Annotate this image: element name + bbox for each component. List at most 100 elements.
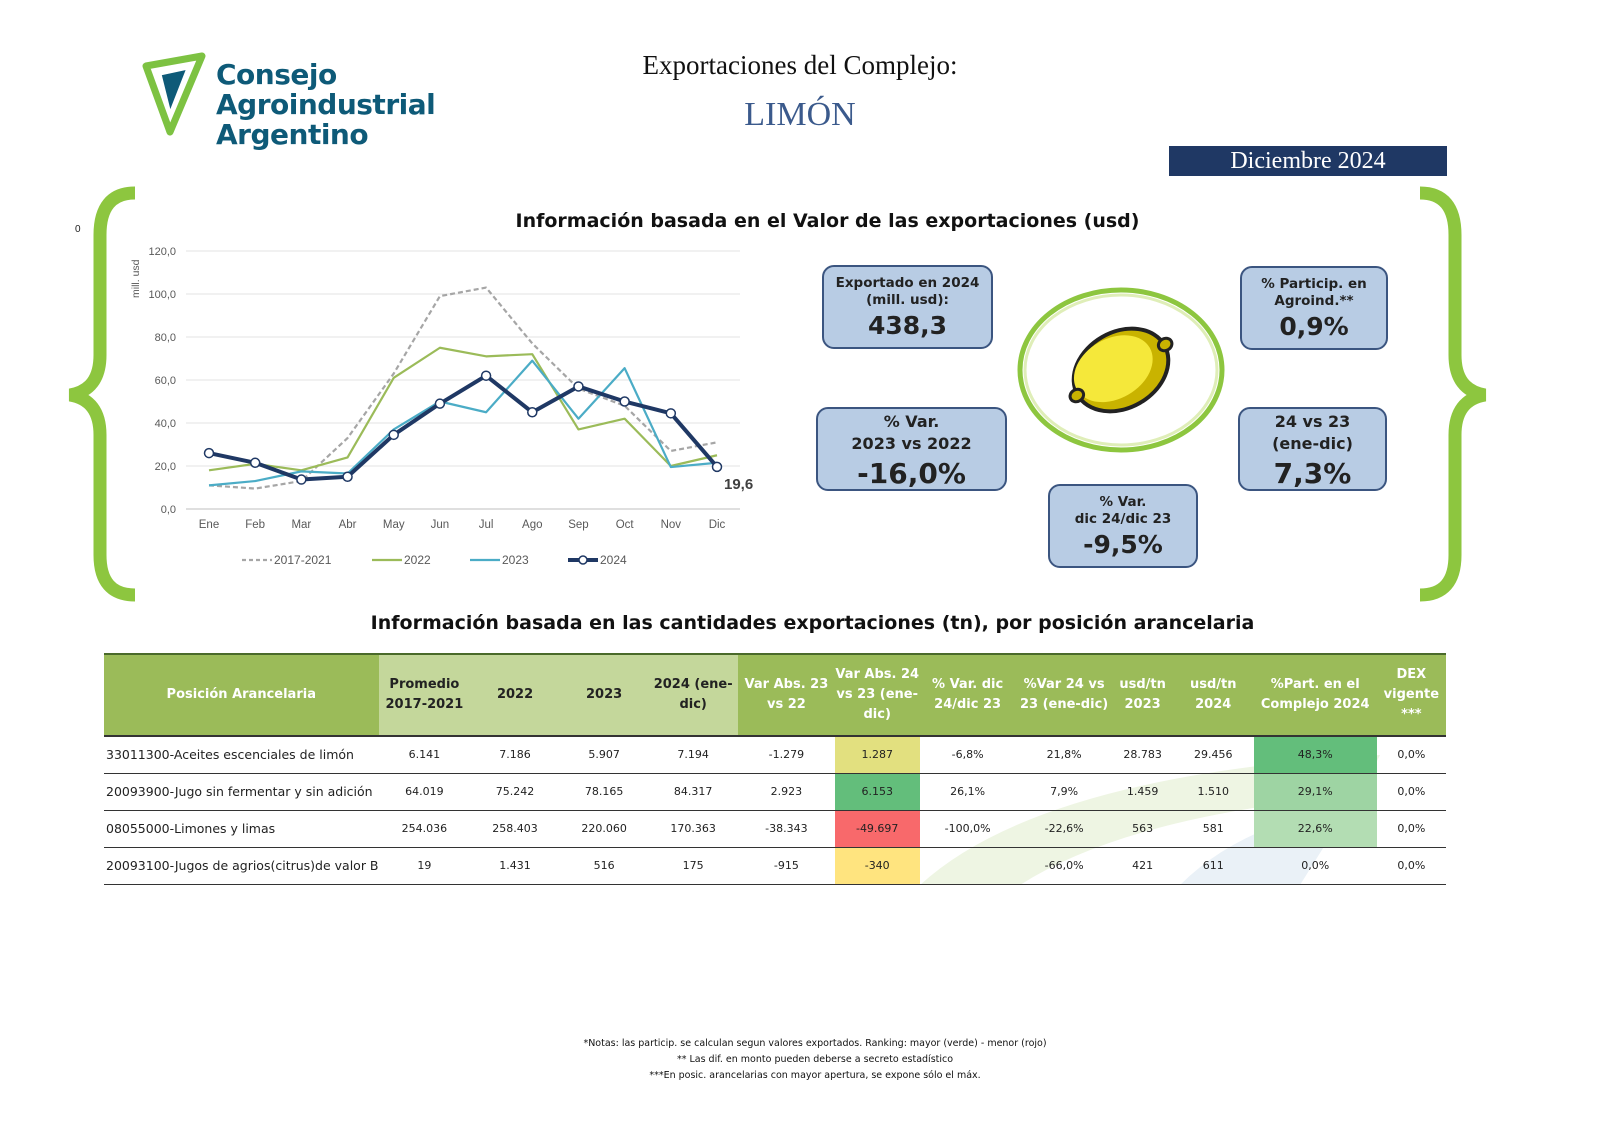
kpi-var-2023-2022: % Var. 2023 vs 2022 -16,0% [816,407,1007,491]
data-point [342,471,353,482]
column-header: usd/tn 2024 [1172,653,1254,737]
table-cell: -100,0% [919,810,1016,848]
period-badge: Diciembre 2024 [1169,146,1447,176]
logo-line: Agroindustrial [216,88,436,121]
kpi-var-24-23: 24 vs 23 (ene-dic) 7,3% [1238,407,1387,491]
table-cell: 6.141 [378,736,471,774]
table-cell: 0,0% [1376,773,1446,811]
table-cell: 258.403 [470,810,560,848]
data-point [619,396,630,407]
left-brace-icon [68,186,136,602]
data-point [573,381,584,392]
y-tick-label: 60,0 [155,375,176,387]
table-cell: 78.165 [559,773,649,811]
value-section-title: Información basada en el Valor de las ex… [515,210,1140,232]
footnotes: *Notas: las particip. se calculan segun … [0,1036,1600,1084]
stray-mark: 0 [75,224,81,235]
x-tick-label: May [383,519,405,531]
series-line-2017-2021 [208,286,718,490]
kpi-value: 7,3% [1273,457,1352,490]
legend-label: 2024 [600,553,627,567]
footnote: *Notas: las particip. se calculan segun … [583,1038,1047,1049]
table-cell: 5.907 [559,736,649,774]
page-title: Exportaciones del Complejo: [642,50,958,80]
data-point [527,407,538,418]
table-cell: 28.783 [1112,736,1173,774]
data-point [203,447,215,459]
table-cell: -66,0% [1015,847,1113,885]
table-cell: 170.363 [648,810,738,848]
data-point [711,461,723,473]
y-tick-label: 120,0 [148,246,176,258]
data-point [249,457,261,469]
y-tick-label: 0,0 [161,504,176,516]
series-line-2023 [208,359,718,487]
table-cell: 21,8% [1015,736,1113,774]
column-header: DEX vigente *** [1376,653,1446,737]
table-cell: 84.317 [648,773,738,811]
kpi-label: % Var. [883,412,940,431]
table-cell: -340 [834,847,920,885]
y-tick-label: 40,0 [155,418,176,430]
kpi-value: -16,0% [857,457,966,490]
quantity-section-title: Información basada en las cantidades exp… [370,612,1255,634]
table-cell: 2.923 [737,773,835,811]
right-brace-icon [1419,186,1487,602]
column-header: 2022 [470,653,560,737]
data-point [296,474,307,485]
table-cell: 0,0% [1376,847,1446,885]
table-cell: 220.060 [559,810,649,848]
kpi-label: Exportado en 2024 [835,275,980,291]
column-header: % Var. dic 24/dic 23 [919,653,1016,737]
x-tick-label: Mar [291,519,311,531]
table-row: 20093100-Jugos de agrios(citrus)de valor… [104,847,1446,885]
table-cell [919,847,1016,885]
table-cell: 29.456 [1172,736,1254,774]
table-cell: 0,0% [1376,810,1446,848]
column-header: Var Abs. 24 vs 23 (ene-dic) [834,653,920,737]
table-cell: 19 [378,847,471,885]
y-axis-label: mill. usd [130,259,142,298]
kpi-label: (ene-dic) [1272,434,1353,453]
legend-label: 2023 [502,553,529,567]
table-cell: 175 [648,847,738,885]
data-point [388,429,399,441]
table-cell: 48,3% [1253,736,1377,774]
table-cell: 611 [1172,847,1254,885]
kpi-label: % Particip. en [1261,276,1367,292]
table-cell: -38.343 [737,810,835,848]
table-cell: 7.186 [470,736,560,774]
logo-line: Consejo [216,58,337,91]
legend-marker [578,555,588,565]
x-tick-label: Nov [661,519,682,531]
table-cell: 1.459 [1112,773,1173,811]
footnote: ***En posic. arancelarias con mayor aper… [649,1070,981,1081]
column-header: Var Abs. 23 vs 22 [737,653,835,737]
table-cell: 22,6% [1253,810,1377,848]
kpi-value: 0,9% [1279,312,1349,341]
table-row: 08055000-Limones y limas 254.036 258.403 22… [104,810,1446,848]
kpi-var-dic: % Var. dic 24/dic 23 -9,5% [1048,484,1198,568]
tariff-position-cell: 20093900-Jugo sin fermentar y sin adició… [104,773,379,811]
kpi-label: 2023 vs 2022 [851,434,972,453]
legend-label: 2022 [404,553,431,567]
product-name: LIMÓN [744,96,856,133]
series-line-2022 [208,346,718,472]
kpi-exported: Exportado en 2024 (mill. usd): 438,3 [822,265,993,349]
column-header: usd/tn 2023 [1112,653,1173,737]
x-tick-label: Oct [616,519,635,531]
x-tick-label: Jun [431,519,450,531]
tariff-position-cell: 08055000-Limones y limas [104,810,379,848]
kpi-value: -9,5% [1083,530,1163,559]
column-header: 2023 [559,653,649,737]
table-cell: -1.279 [737,736,835,774]
kpi-label: Agroind.** [1274,293,1354,309]
kpi-label: % Var. [1099,494,1147,510]
x-tick-label: Jul [479,519,494,531]
table-cell: 7.194 [648,736,738,774]
table-cell: 421 [1112,847,1173,885]
y-tick-label: 20,0 [155,461,176,473]
x-tick-label: Ene [199,519,219,531]
table-cell: -6,8% [919,736,1016,774]
table-cell: 581 [1172,810,1254,848]
